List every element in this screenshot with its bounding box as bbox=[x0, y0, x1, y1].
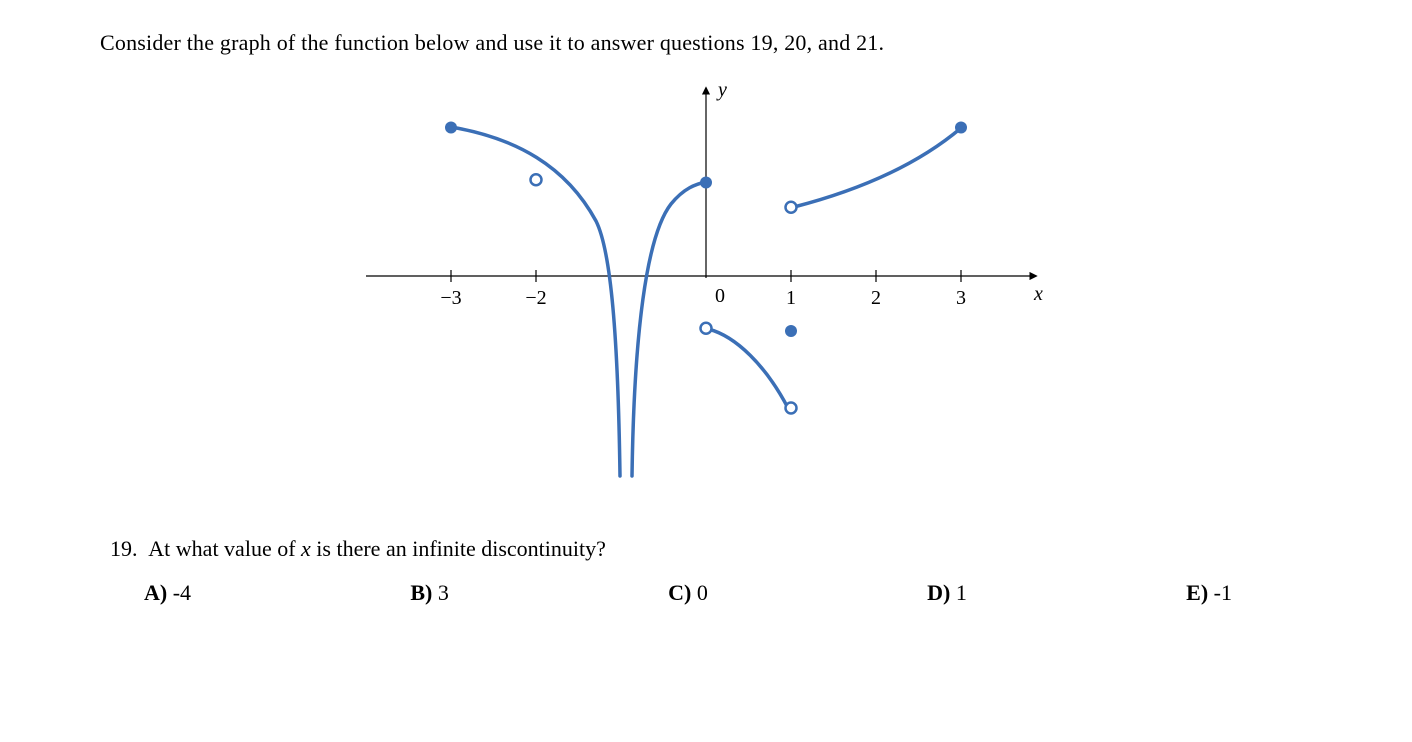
answer-d[interactable]: D) 1 bbox=[927, 580, 967, 606]
svg-text:x: x bbox=[1033, 283, 1043, 305]
question-variable: x bbox=[301, 536, 311, 561]
answer-letter: E) bbox=[1186, 580, 1208, 605]
svg-text:0: 0 bbox=[715, 285, 725, 307]
question-19: 19. At what value of x is there an infin… bbox=[100, 536, 1312, 562]
svg-text:2: 2 bbox=[871, 287, 881, 309]
svg-text:y: y bbox=[716, 79, 727, 101]
graph-container: −3 −2 1 2 3 0 y x bbox=[100, 76, 1312, 496]
function-graph: −3 −2 1 2 3 0 y x bbox=[356, 76, 1056, 496]
answer-value: 3 bbox=[438, 580, 449, 605]
svg-text:3: 3 bbox=[956, 287, 966, 309]
answer-value: 0 bbox=[697, 580, 708, 605]
instruction-text: Consider the graph of the function below… bbox=[100, 30, 1312, 56]
question-text-before: At what value of bbox=[148, 536, 301, 561]
answer-e[interactable]: E) -1 bbox=[1186, 580, 1232, 606]
answer-c[interactable]: C) 0 bbox=[668, 580, 708, 606]
svg-text:1: 1 bbox=[786, 287, 796, 309]
svg-text:−3: −3 bbox=[440, 287, 461, 309]
answer-row: A) -4 B) 3 C) 0 D) 1 E) -1 bbox=[100, 580, 1312, 606]
question-text-after: is there an infinite discontinuity? bbox=[311, 536, 606, 561]
answer-letter: D) bbox=[927, 580, 950, 605]
answer-value: -1 bbox=[1214, 580, 1232, 605]
answer-letter: B) bbox=[410, 580, 432, 605]
svg-text:−2: −2 bbox=[525, 287, 546, 309]
question-number: 19. bbox=[110, 536, 144, 562]
page-container: Consider the graph of the function below… bbox=[0, 0, 1412, 742]
answer-value: 1 bbox=[956, 580, 967, 605]
answer-letter: C) bbox=[668, 580, 691, 605]
answer-letter: A) bbox=[144, 580, 167, 605]
answer-b[interactable]: B) 3 bbox=[410, 580, 449, 606]
answer-value: -4 bbox=[173, 580, 191, 605]
answer-a[interactable]: A) -4 bbox=[144, 580, 191, 606]
